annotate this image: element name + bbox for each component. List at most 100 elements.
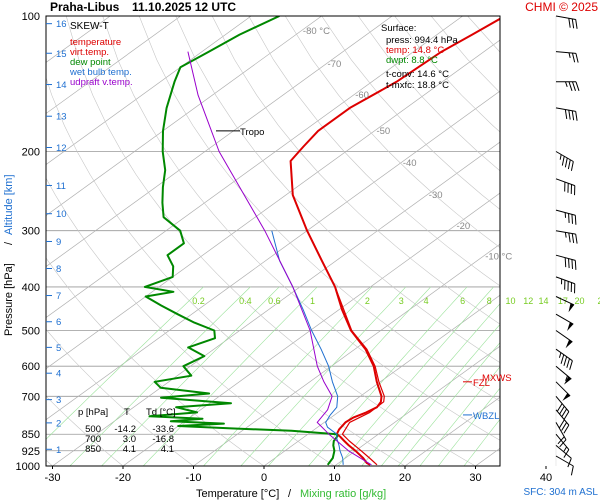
dry-adiabat [211,16,500,325]
isotherm-label: -70 [328,59,342,70]
altitude-tick-label: 11 [56,181,66,192]
isotherm [52,141,500,466]
wind-barb [555,178,576,196]
surface-title: Surface: [381,23,416,34]
table-cell: 4.1 [123,444,136,455]
dry-adiabat [430,16,500,94]
mixing-ratio-label: 25 [598,296,600,306]
mixing-ratio-label: 8 [487,296,492,306]
legend-virt-temp: virt.temp. [70,47,109,58]
mixing-ratio-line [438,387,500,466]
pressure-tick-label: 300 [22,226,40,238]
mixing-ratio-label: 6 [460,296,465,306]
mixing-ratio-line [46,286,204,440]
mixing-ratio-line [69,286,251,466]
levels-table: p [hPa] T Td [°C] 500 -14.2 -33.6 700 3.… [78,407,176,455]
surface-press: press: 994.4 hPa [386,35,459,46]
series-layer [143,16,500,466]
dry-adiabat [102,16,500,441]
table-cell: 3.0 [123,434,136,445]
dry-adiabat [138,16,500,402]
pressure-tick-label: 200 [22,146,40,158]
table-cell: -16.8 [152,434,174,445]
x-tick-label: 40 [540,472,552,484]
isotherm-label: -40 [403,158,417,169]
isotherm-label: -10 °C [485,251,512,262]
wind-barb [556,81,580,91]
table-cell: 700 [85,434,101,445]
table-cell: -14.2 [114,424,136,435]
dry-adiabat [46,395,124,466]
legend-wet-bulb: wet bulb temp. [69,67,132,78]
legend-updraft: udpraft v.temp. [70,77,133,88]
surface-tmxfc: t-mxfc: 18.8 °C [386,80,449,91]
x-axis-sep: / [288,488,292,500]
wind-barb [555,381,571,401]
isotherm [46,16,463,319]
isotherm [475,447,500,466]
dry-adiabat [284,16,500,248]
altitude-tick-label: 14 [56,80,67,91]
isotherm [334,345,500,466]
mixing-ratio-line [397,342,500,466]
mixing-ratio-label: 10 [506,296,516,306]
mixing-ratio-label: 17 [558,296,568,306]
altitude-tick-label: 10 [56,209,67,220]
sfc-note: SFC: 304 m ASL [524,487,599,498]
series-wet-bulb-temp [271,230,344,465]
isotherm-label: -30 [429,190,443,201]
wind-barb [555,455,574,476]
surface-info: Surface: press: 994.4 hPa temp: 14.8 °C … [381,23,459,91]
mixing-ratio-label: 1 [310,296,315,306]
y-axis-label: Pressure [hPa] [3,263,15,336]
altitude-tick-label: 13 [56,112,67,123]
altitude-tick-label: 2 [56,418,61,429]
altitude-tick-label: 12 [56,143,67,154]
legend-title: SKEW-T [70,21,109,32]
surface-temp: temp: 14.8 °C [386,45,444,56]
x-tick-label: -10 [186,472,202,484]
y-axis-title: Pressure [hPa] / Altitude [km] [3,174,15,336]
wind-barb [555,313,574,331]
mixing-ratio-label: 4 [424,296,429,306]
mixing-ratio-label: 0.2 [192,296,205,306]
mixing-ratio-line [308,286,468,466]
x-axis-mix-label: Mixing ratio [g/kg] [300,488,386,500]
isotherm [122,192,500,466]
pressure-tick-label: 400 [22,282,40,294]
series-udpraft-v-temp [187,51,372,466]
dry-adiabat [577,16,600,466]
fzl-label: FZL [473,378,490,389]
table-cell: 4.1 [161,444,174,455]
wind-barb [555,348,573,370]
wind-barb [555,365,572,385]
x-tick-label: 0 [261,472,267,484]
isotherm-label: -50 [376,126,390,137]
dry-adiabat [248,16,500,287]
altitude-tick-label: 16 [56,19,67,30]
pressure-tick-label: 850 [22,429,40,441]
pressure-tick-label: 1000 [16,461,40,473]
mixing-ratio-line [419,366,500,466]
dry-adiabat [321,16,500,210]
wind-barb [555,296,575,313]
x-tick-label: -30 [45,472,61,484]
dry-adiabat [46,257,265,466]
mixing-ratio-label: 0.6 [268,296,281,306]
altitude-tick-label: 4 [56,369,61,380]
dry-adiabat [504,16,600,466]
isotherm [46,16,181,114]
x-axis-title: Temperature [°C] / Mixing ratio [g/kg] [196,488,386,500]
mixing-ratio-line [268,286,431,466]
wind-barb [555,276,576,294]
x-axis-label: Temperature [°C] [196,488,279,500]
table-header-t: T [124,407,130,418]
x-tick-label: -20 [115,472,131,484]
pressure-tick-label: 700 [22,391,40,403]
mixing-ratio-line [142,286,318,466]
table-header-td: Td [°C] [146,407,176,418]
isotherm [263,294,500,466]
wbzl-label: WBZL [473,411,499,422]
